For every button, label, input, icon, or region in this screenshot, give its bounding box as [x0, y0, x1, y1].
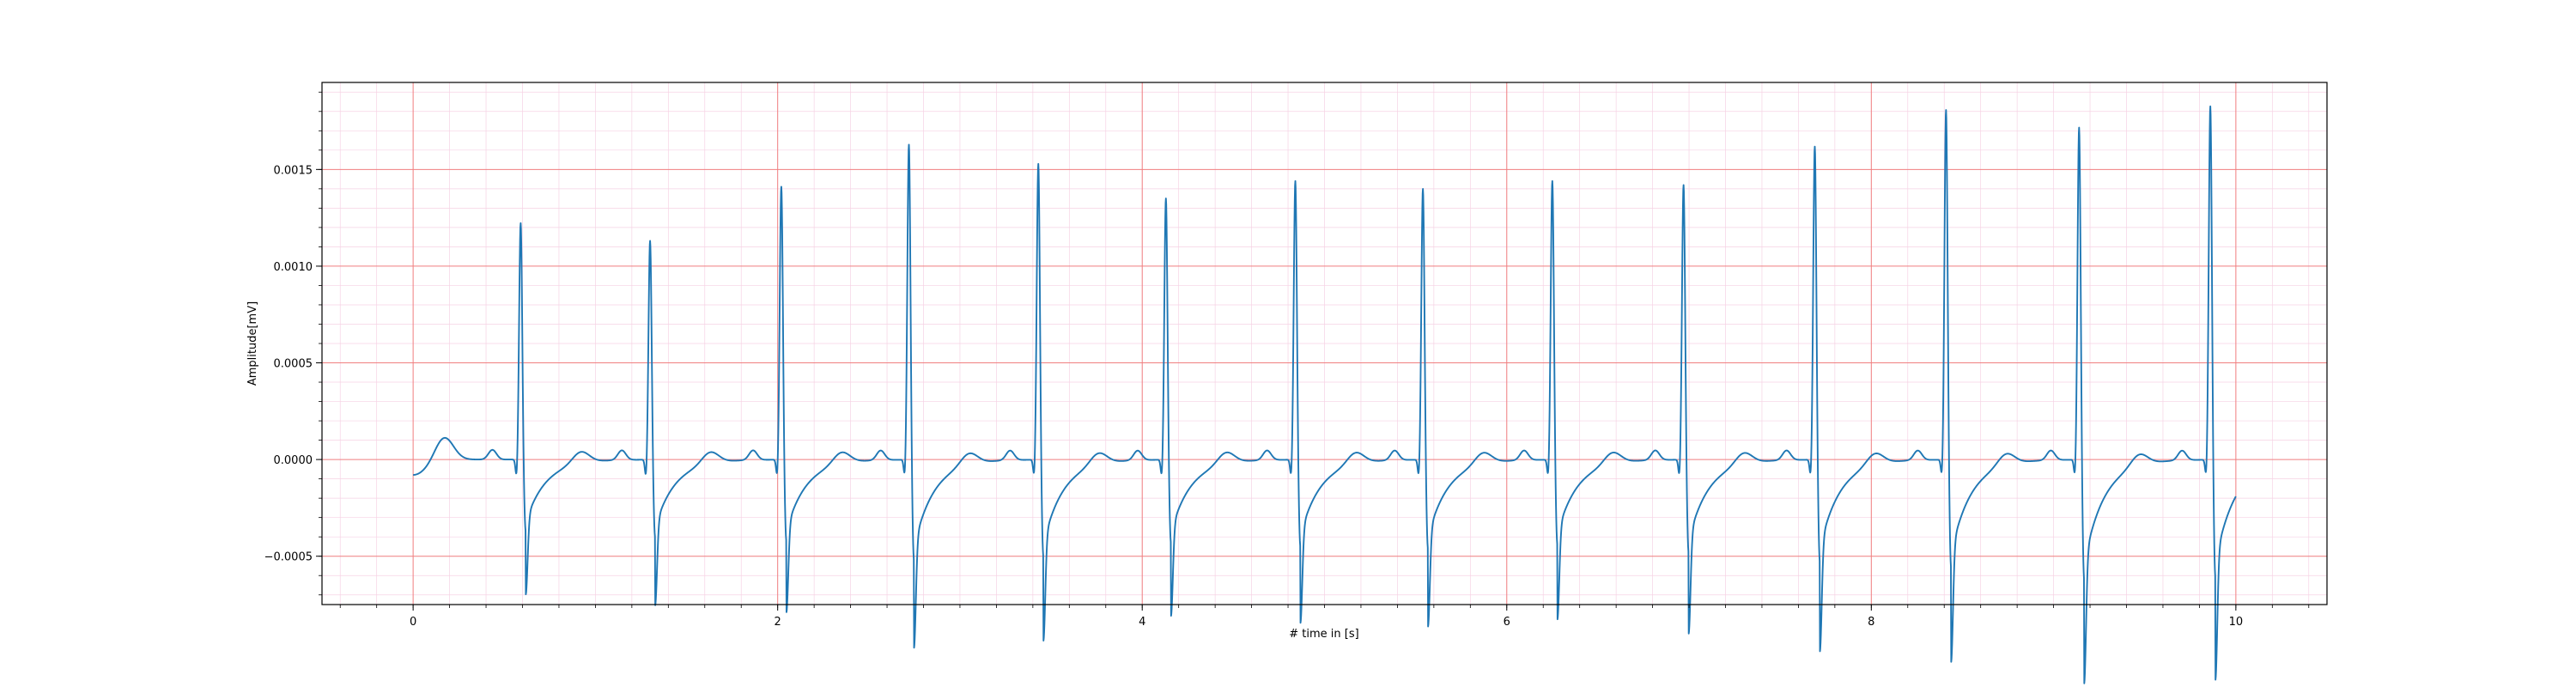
- x-tick-label: 6: [1504, 616, 1510, 629]
- major-grid: [322, 82, 2327, 605]
- y-axis-label: Amplitude[mV]: [246, 301, 259, 386]
- plot-area: [321, 82, 2328, 684]
- x-tick-label: 2: [775, 616, 781, 629]
- y-tick-label: −0.0005: [264, 551, 313, 564]
- x-tick-label: 8: [1868, 616, 1874, 629]
- y-tick-label: 0.0005: [274, 358, 313, 371]
- x-tick-label: 4: [1139, 616, 1145, 629]
- y-tick-label: 0.0010: [274, 261, 313, 274]
- ecg-series: [412, 105, 2237, 684]
- x-tick-label: 10: [2229, 616, 2244, 629]
- x-tick-label: 0: [410, 616, 416, 629]
- y-axis: −0.0005 0.0000 0.0005 0.0010 0.0015: [264, 91, 322, 596]
- x-axis: 0 2 4 6 8 10: [339, 605, 2310, 629]
- y-tick-label: 0.0015: [274, 164, 313, 177]
- y-tick-label: 0.0000: [274, 454, 313, 467]
- ecg-signal-line: [412, 105, 2237, 684]
- x-axis-label: # time in [s]: [1289, 628, 1358, 641]
